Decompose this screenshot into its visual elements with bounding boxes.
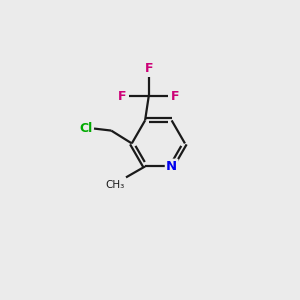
- Text: Cl: Cl: [79, 122, 92, 135]
- Text: F: F: [171, 90, 179, 103]
- Text: F: F: [144, 62, 153, 75]
- Text: CH₃: CH₃: [106, 180, 125, 190]
- Text: N: N: [166, 160, 177, 173]
- Text: F: F: [118, 90, 127, 103]
